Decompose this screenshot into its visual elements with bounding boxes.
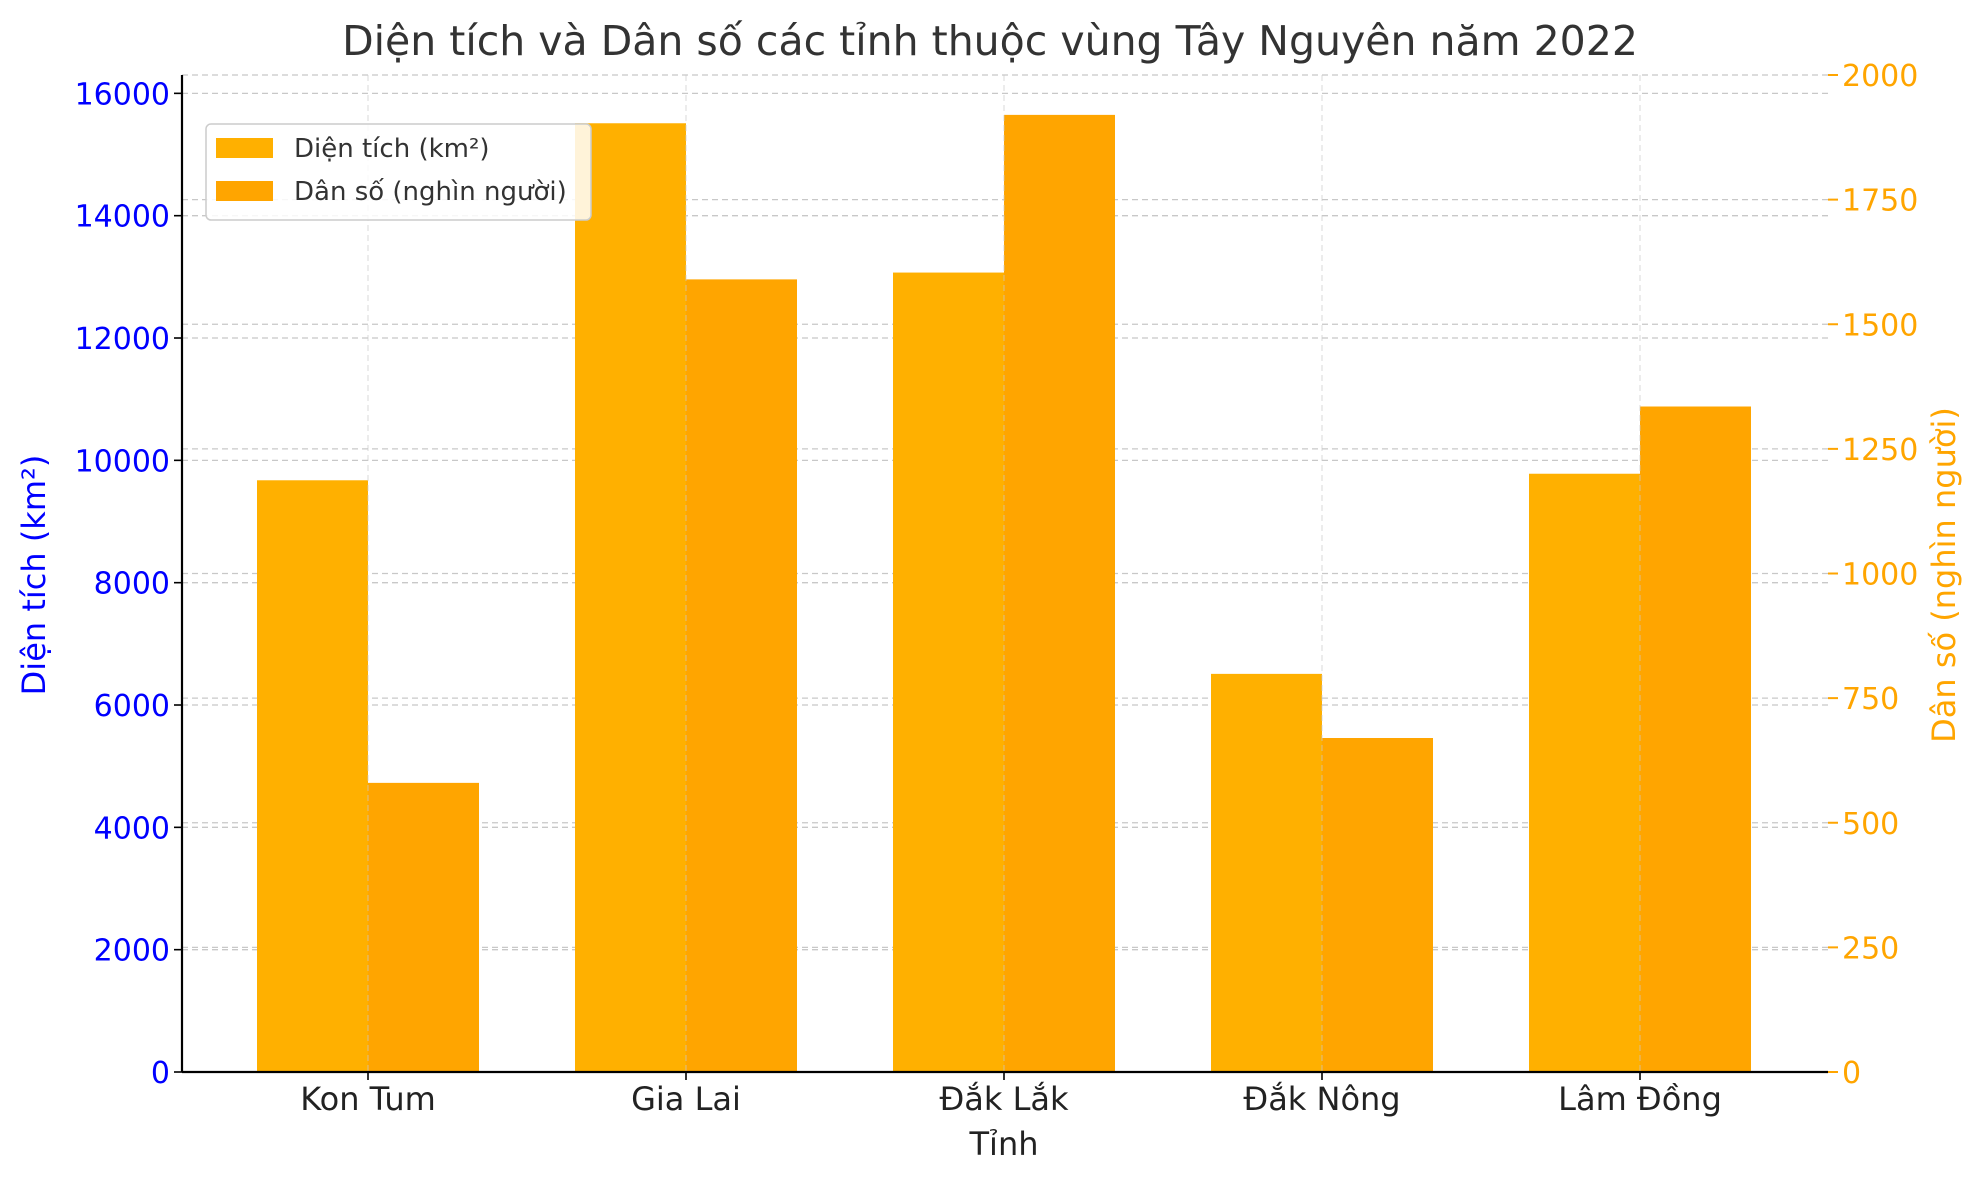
tick-label-x-4: Lâm Đồng (1558, 1080, 1722, 1118)
tick-label-right-5: 1250 (1842, 433, 1918, 468)
bar-population-4 (1640, 406, 1751, 1072)
tick-label-x-0: Kon Tum (300, 1080, 436, 1118)
bar-area-1 (575, 123, 686, 1072)
left-ticks: 0 2000 4000 6000 8000 10000 12000 14000 16000 (75, 77, 182, 1091)
tick-label-right-0: 0 (1842, 1056, 1861, 1091)
tick-label-left-6: 12000 (75, 322, 170, 357)
tick-label-left-4: 8000 (94, 567, 170, 602)
bar-area-0 (257, 480, 368, 1072)
y-axis-right-label: Dân số (nghìn người) (1925, 407, 1963, 743)
tick-label-left-3: 6000 (94, 689, 170, 724)
tick-label-right-6: 1500 (1842, 308, 1918, 343)
tick-label-right-7: 1750 (1842, 184, 1918, 219)
tick-label-left-2: 4000 (94, 811, 170, 846)
tick-label-right-4: 1000 (1842, 558, 1918, 593)
tick-label-left-5: 10000 (75, 444, 170, 479)
right-ticks: 0 250 500 750 1000 1250 1500 1750 2000 (1828, 59, 1918, 1091)
tick-label-left-7: 14000 (75, 200, 170, 235)
legend-label-population: Dân số (nghìn người) (294, 177, 567, 207)
bars (257, 114, 1751, 1072)
tick-label-left-1: 2000 (94, 934, 170, 969)
legend-swatch-population (216, 181, 273, 201)
legend-box (205, 123, 592, 221)
bar-area-3 (1211, 673, 1322, 1072)
tick-label-x-1: Gia Lai (631, 1080, 741, 1118)
x-axis-label: Tỉnh (969, 1125, 1039, 1163)
bar-area-4 (1529, 473, 1640, 1072)
legend-label-area: Diện tích (km²) (294, 134, 490, 164)
tick-label-right-8: 2000 (1842, 59, 1918, 94)
tick-label-right-2: 500 (1842, 807, 1899, 842)
tick-label-right-3: 750 (1842, 682, 1899, 717)
axes (180, 75, 1828, 1074)
tick-label-left-8: 16000 (75, 77, 170, 112)
y-axis-left-label: Diện tích (km²) (15, 455, 53, 696)
tick-label-x-3: Đắk Nông (1243, 1080, 1400, 1118)
bar-population-2 (1004, 114, 1115, 1072)
legend: Diện tích (km²) Dân số (nghìn người) (205, 123, 592, 221)
tick-label-right-1: 250 (1842, 931, 1899, 966)
bar-population-3 (1322, 738, 1433, 1072)
x-ticks: Kon Tum Gia Lai Đắk Lắk Đắk Nông Lâm Đồng (300, 1072, 1722, 1118)
bar-area-2 (893, 272, 1004, 1072)
chart-title: Diện tích và Dân số các tỉnh thuộc vùng … (342, 17, 1638, 65)
tick-label-x-2: Đắk Lắk (939, 1080, 1069, 1118)
tick-label-left-0: 0 (151, 1056, 170, 1091)
bar-population-1 (686, 279, 797, 1072)
bar-population-0 (368, 782, 479, 1072)
legend-swatch-area (216, 138, 273, 158)
